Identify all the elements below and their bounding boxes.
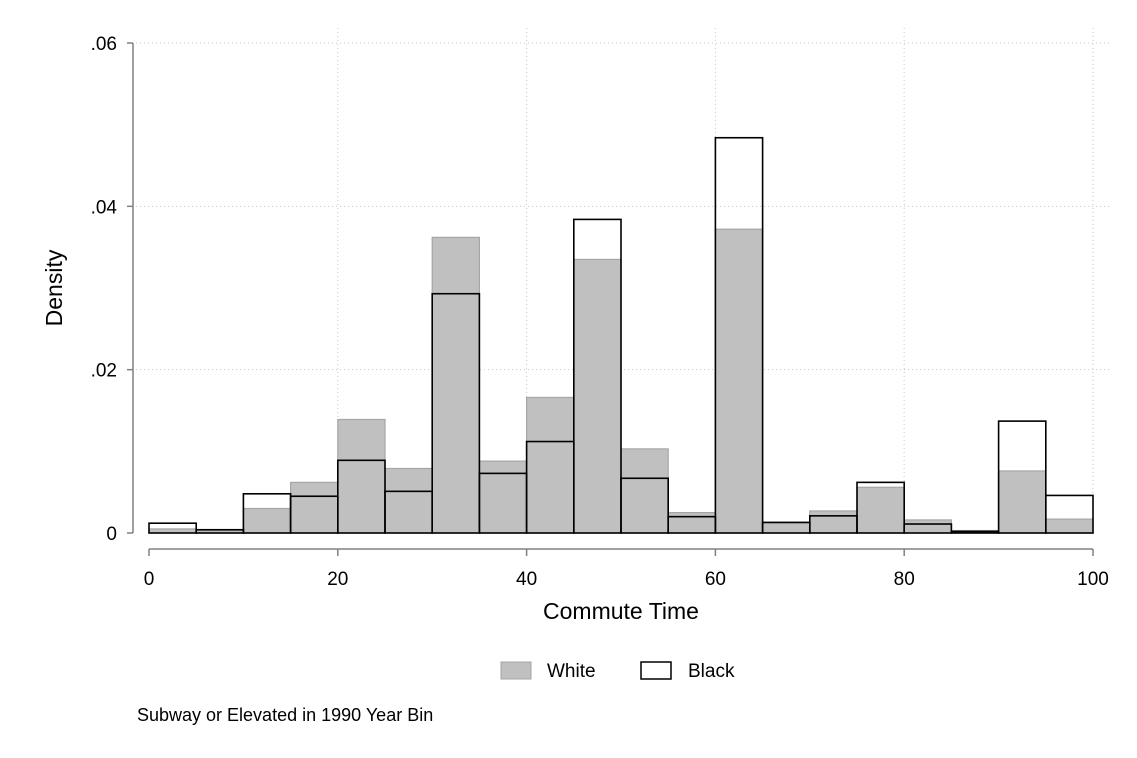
- series-white: [148, 228, 1094, 534]
- bar-black: [997, 420, 1047, 534]
- legend-swatch-white: [500, 661, 532, 680]
- axes: [132, 43, 1093, 550]
- y-axis-title: Density: [41, 249, 67, 326]
- legend-label-black: Black: [688, 661, 735, 682]
- legend-label-white: White: [547, 661, 596, 682]
- bar-black: [856, 481, 906, 534]
- x-tick-label: 20: [327, 569, 348, 590]
- x-tick-label: 60: [705, 569, 726, 590]
- y-tick-label: .06: [91, 34, 117, 55]
- bar-white: [290, 481, 339, 534]
- bar-black: [572, 218, 622, 534]
- x-tick-label: 80: [894, 569, 915, 590]
- bar-white: [337, 418, 386, 534]
- bar-white: [714, 228, 764, 534]
- series-black: [148, 136, 1094, 534]
- legend: White Black: [500, 661, 735, 682]
- y-tick-label: 0: [106, 524, 117, 545]
- bar-black: [903, 523, 953, 534]
- bar-white: [809, 510, 858, 534]
- bar-black: [148, 522, 198, 534]
- bar-white: [525, 396, 575, 534]
- bar-white: [620, 448, 669, 534]
- bar-white: [761, 522, 811, 534]
- bar-white: [1045, 518, 1094, 534]
- bar-white: [856, 486, 905, 534]
- bar-white: [478, 460, 528, 534]
- bar-white: [903, 519, 953, 534]
- x-tick-label: 0: [144, 569, 155, 590]
- y-tick-label: .02: [91, 361, 117, 382]
- bar-white: [431, 236, 481, 534]
- chart-note: Subway or Elevated in 1990 Year Bin: [137, 705, 434, 725]
- x-tick-label: 100: [1077, 569, 1109, 590]
- legend-swatch-black: [640, 661, 672, 680]
- x-tick-label: 40: [516, 569, 537, 590]
- bar-black: [620, 477, 670, 534]
- bar-white: [667, 511, 717, 534]
- bar-black: [1045, 494, 1094, 534]
- bar-white: [384, 467, 433, 534]
- x-axis-title: Commute Time: [543, 598, 699, 624]
- ticks: 0 .02 .04 .06 0 20 40 60 80 100: [91, 34, 1109, 590]
- bar-white: [997, 470, 1047, 534]
- bar-white: [573, 258, 622, 534]
- bar-white: [242, 507, 292, 534]
- y-tick-label: .04: [91, 197, 118, 218]
- bar-black: [431, 292, 481, 534]
- bar-black: [714, 136, 764, 534]
